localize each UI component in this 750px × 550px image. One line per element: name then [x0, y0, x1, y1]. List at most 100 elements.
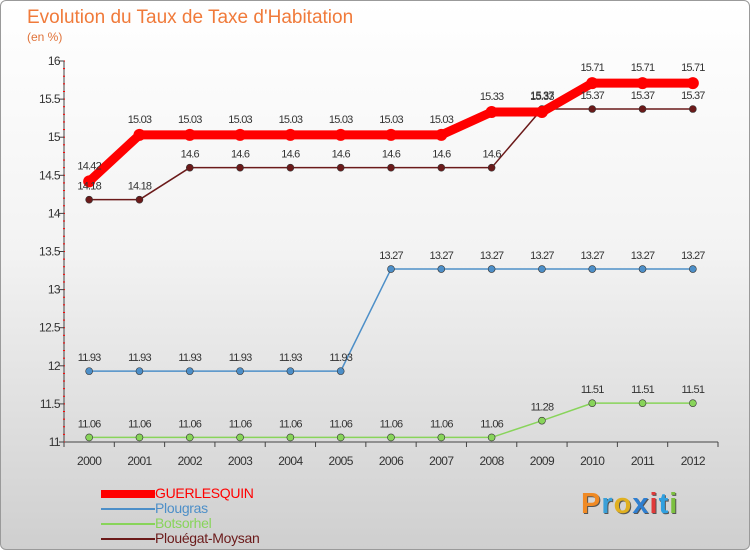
- data-label: 14.6: [231, 149, 250, 161]
- data-label: 14.6: [181, 149, 200, 161]
- data-point: [638, 105, 647, 113]
- y-minor-tick: [63, 319, 65, 321]
- y-minor-tick: [63, 121, 65, 123]
- data-label: 15.37: [631, 90, 655, 102]
- data-label: 13.27: [631, 250, 655, 262]
- y-tick-label: 12.5: [39, 321, 61, 335]
- data-point: [638, 265, 647, 273]
- data-label: 15.03: [379, 114, 403, 126]
- data-label: 11.93: [178, 352, 201, 364]
- data-point: [387, 433, 395, 442]
- data-label: 15.71: [580, 62, 604, 74]
- data-point: [686, 77, 699, 90]
- data-label: 14.6: [483, 149, 502, 161]
- data-label: 11.06: [480, 418, 503, 430]
- data-point: [334, 128, 347, 141]
- data-label: 11.06: [329, 418, 352, 430]
- x-tick-label: 2010: [580, 454, 605, 468]
- data-label: 15.33: [530, 91, 554, 103]
- data-point: [286, 433, 295, 442]
- y-minor-tick: [63, 273, 65, 275]
- data-point: [385, 128, 397, 141]
- data-point: [689, 399, 697, 407]
- y-minor-tick: [63, 372, 65, 374]
- legend-swatch: [101, 508, 155, 510]
- data-label: 11.51: [581, 384, 604, 396]
- data-point: [85, 195, 93, 204]
- y-tick-label: 14.5: [39, 168, 61, 182]
- y-minor-tick: [63, 388, 65, 390]
- y-minor-tick: [63, 243, 65, 245]
- legend-label: GUERLESQUIN: [155, 485, 254, 501]
- data-label: 11.06: [380, 418, 403, 430]
- legend-label: Botsorhel: [155, 515, 212, 531]
- data-label: 15.37: [681, 90, 705, 102]
- data-label: 14.6: [382, 149, 401, 161]
- data-label: 14.18: [77, 181, 101, 193]
- y-minor-tick: [63, 411, 65, 413]
- y-minor-tick: [63, 205, 65, 207]
- data-label: 14.42: [77, 160, 101, 172]
- x-tick-label: 2003: [228, 454, 253, 468]
- y-minor-tick: [63, 304, 65, 306]
- data-label: 13.27: [379, 250, 403, 262]
- legend-label: Plouégat-Moysan: [155, 530, 260, 546]
- legend-swatch: [101, 490, 155, 498]
- chart-unit: (en %): [27, 30, 63, 44]
- data-point: [437, 265, 446, 273]
- x-tick-label: 2000: [77, 454, 102, 468]
- data-label: 15.71: [681, 62, 705, 74]
- y-tick-label: 14: [48, 206, 61, 220]
- y-minor-tick: [63, 311, 65, 313]
- y-minor-tick: [63, 433, 65, 435]
- data-point: [387, 265, 395, 273]
- data-label: 11.28: [531, 402, 554, 414]
- data-label: 13.27: [580, 250, 604, 262]
- y-minor-tick: [63, 90, 65, 92]
- proxiti-logo: Proxiti: [581, 488, 679, 520]
- y-minor-tick: [63, 182, 65, 184]
- data-label: 13.27: [480, 250, 504, 262]
- data-label: 11.93: [229, 352, 252, 364]
- y-minor-tick: [63, 75, 65, 77]
- data-point: [588, 265, 597, 273]
- data-point: [689, 265, 697, 273]
- data-point: [234, 128, 247, 141]
- y-minor-tick: [63, 144, 65, 146]
- data-label: 15.03: [128, 114, 152, 126]
- data-point: [286, 367, 295, 375]
- data-point: [185, 367, 194, 375]
- data-point: [185, 163, 194, 172]
- data-point: [437, 433, 446, 442]
- data-point: [538, 416, 546, 425]
- data-point: [487, 163, 496, 172]
- y-minor-tick: [63, 281, 65, 283]
- y-tick-label: 11: [49, 435, 61, 449]
- y-minor-tick: [63, 296, 65, 298]
- data-point: [588, 399, 597, 407]
- legend-swatch: [101, 538, 155, 540]
- y-minor-tick: [63, 151, 65, 153]
- y-minor-tick: [63, 159, 65, 161]
- y-tick-label: 15.5: [39, 92, 61, 106]
- x-tick-label: 2011: [631, 454, 655, 468]
- x-tick-label: 2001: [127, 454, 152, 468]
- data-label: 15.03: [430, 114, 454, 126]
- x-tick-label: 2008: [479, 454, 504, 468]
- data-point: [133, 128, 146, 141]
- data-label: 11.06: [178, 418, 201, 430]
- y-tick-label: 16: [48, 54, 61, 68]
- data-label: 15.33: [480, 91, 504, 103]
- x-tick-label: 2004: [278, 454, 303, 468]
- data-label: 15.37: [530, 90, 554, 102]
- y-minor-tick: [63, 357, 65, 359]
- x-tick-label: 2002: [178, 454, 203, 468]
- y-minor-tick: [63, 190, 65, 192]
- data-label: 11.93: [78, 352, 101, 364]
- y-minor-tick: [63, 113, 65, 115]
- data-point: [485, 106, 498, 119]
- data-label: 11.93: [329, 352, 352, 364]
- y-minor-tick: [63, 258, 65, 260]
- y-minor-tick: [63, 220, 65, 222]
